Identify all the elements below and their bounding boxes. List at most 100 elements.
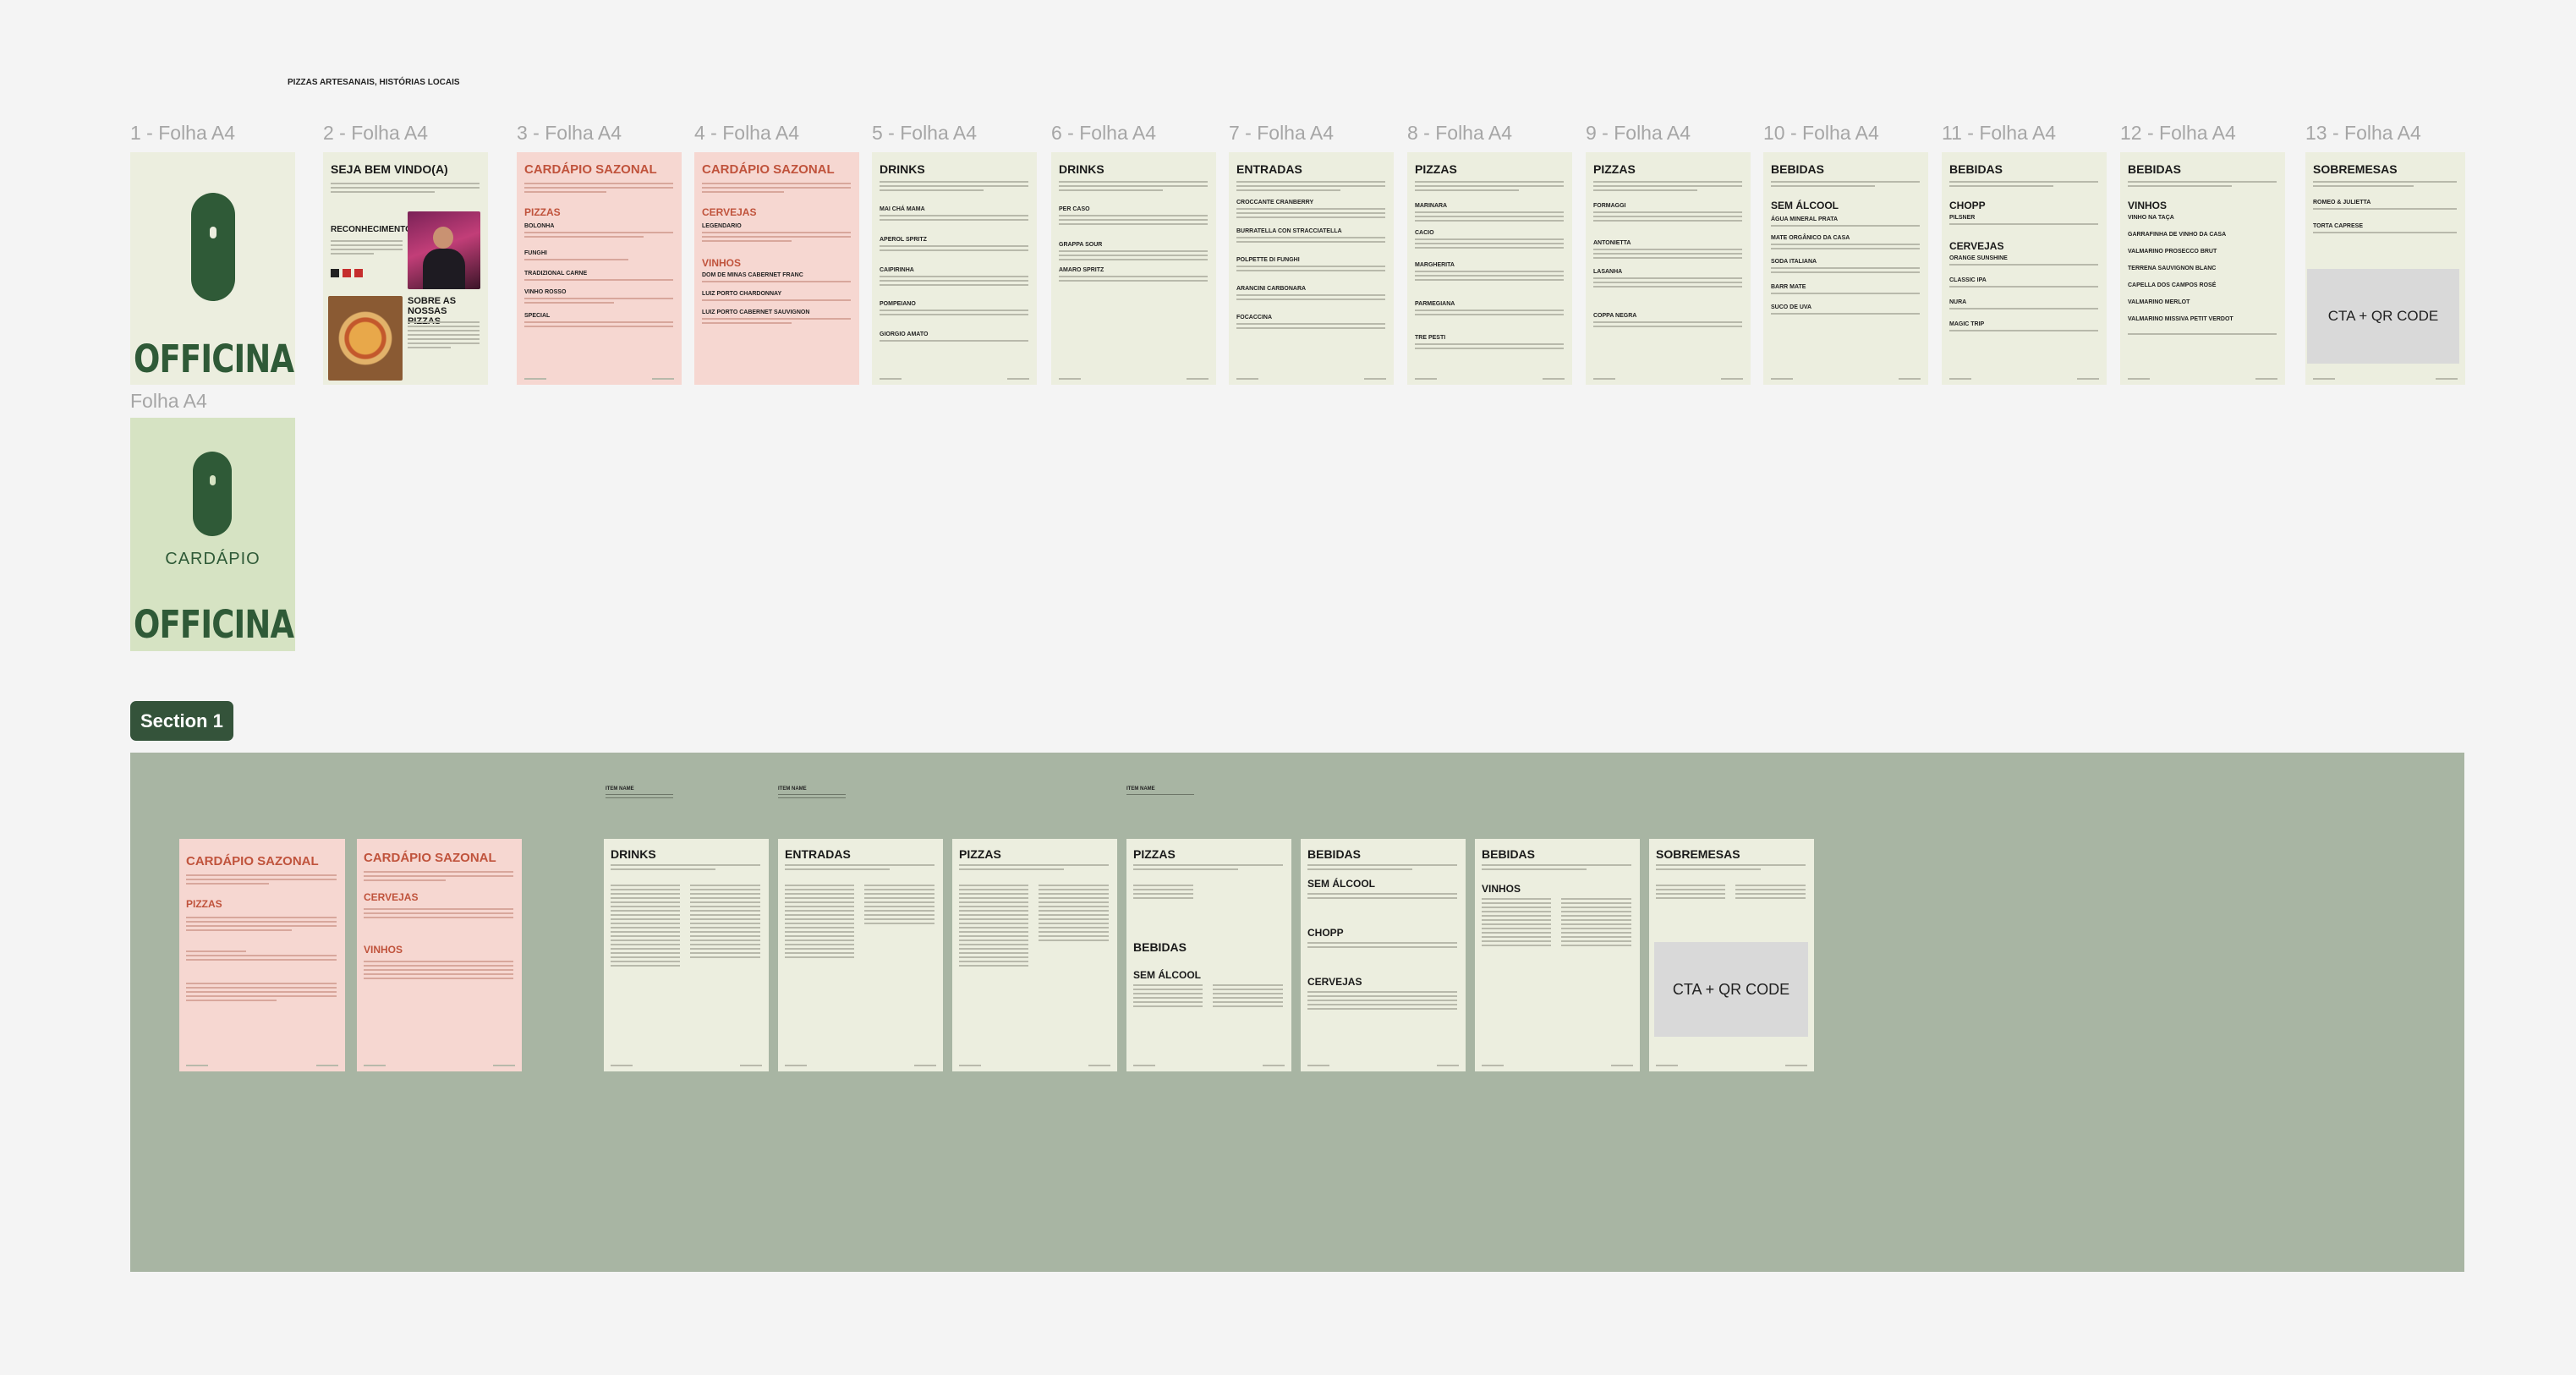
frame-11-beers[interactable]: BEBIDAS CHOPP PILSNER CERVEJAS ORANGE SU…	[1942, 152, 2107, 385]
section-label[interactable]: Section 1	[130, 701, 233, 741]
page-title: PIZZAS	[1415, 162, 1457, 176]
frame-label-9[interactable]: 9 - Folha A4	[1586, 122, 1691, 144]
floating-item-card[interactable]: ITEM NAME	[606, 786, 673, 801]
frame-label-cover[interactable]: Folha A4	[130, 390, 207, 412]
menu-item: AMARO SPRITZ	[1059, 267, 1104, 273]
page-title: CARDÁPIO SAZONAL	[702, 162, 835, 177]
menu-item: CLASSIC IPA	[1949, 277, 1987, 283]
frame-4-seasonal-drinks[interactable]: CARDÁPIO SAZONAL CERVEJAS LEGENDARIO VIN…	[694, 152, 859, 385]
section-heading: CERVEJAS	[702, 206, 757, 218]
frame-10-drinks-nonalcoholic[interactable]: BEBIDAS SEM ÁLCOOL ÁGUA MINERAL PRATA MA…	[1763, 152, 1928, 385]
frame-3-seasonal[interactable]: CARDÁPIO SAZONAL PIZZAS BOLONHA FUNGHI T…	[517, 152, 682, 385]
section-heading: SEM ÁLCOOL	[1133, 969, 1201, 981]
frame-label-6[interactable]: 6 - Folha A4	[1051, 122, 1157, 144]
logo-mark-icon	[193, 452, 232, 536]
section-heading: SEM ÁLCOOL	[1771, 200, 1839, 211]
menu-item: MARGHERITA	[1415, 262, 1455, 268]
section-page-starters[interactable]: ENTRADAS	[778, 839, 943, 1071]
menu-item: MAI CHÁ MAMA	[880, 206, 925, 212]
section-page-beverages[interactable]: BEBIDAS SEM ÁLCOOL CHOPP CERVEJAS	[1301, 839, 1466, 1071]
frame-label-2[interactable]: 2 - Folha A4	[323, 122, 429, 144]
section-page-seasonal-drinks[interactable]: CARDÁPIO SAZONAL CERVEJAS VINHOS	[357, 839, 522, 1071]
page-title: PIZZAS	[1133, 847, 1176, 861]
page-title: ENTRADAS	[785, 847, 851, 861]
section-page-wines[interactable]: BEBIDAS VINHOS	[1475, 839, 1640, 1071]
menu-item: CACIO	[1415, 230, 1434, 236]
logo-notch	[210, 475, 216, 485]
menu-item: SODA ITALIANA	[1771, 259, 1817, 265]
logo-wordmark: OFFICINA	[134, 602, 294, 647]
frame-9-pizzas[interactable]: PIZZAS FORMAGGI ANTONIETTA LASANHA COPPA…	[1586, 152, 1751, 385]
menu-item: NURA	[1949, 299, 1967, 305]
section-page-drinks[interactable]: DRINKS	[604, 839, 769, 1071]
frame-label-10[interactable]: 10 - Folha A4	[1763, 122, 1879, 144]
menu-item: PILSNER	[1949, 215, 1976, 221]
section-page-pizzas[interactable]: PIZZAS	[952, 839, 1117, 1071]
section-page-seasonal-pizzas[interactable]: CARDÁPIO SAZONAL PIZZAS	[179, 839, 345, 1071]
frame-13-desserts[interactable]: SOBREMESAS ROMEO & JULIETTA TORTA CAPRES…	[2305, 152, 2465, 385]
frame-label-1[interactable]: 1 - Folha A4	[130, 122, 236, 144]
frame-label-8[interactable]: 8 - Folha A4	[1407, 122, 1513, 144]
section-page-pizzas-drinks[interactable]: PIZZAS BEBIDAS SEM ÁLCOOL	[1126, 839, 1291, 1071]
frame-label-4[interactable]: 4 - Folha A4	[694, 122, 800, 144]
section-page-desserts[interactable]: SOBREMESAS CTA + QR CODE	[1649, 839, 1814, 1071]
menu-item: POLPETTE DI FUNGHI	[1236, 257, 1300, 263]
floating-item-card[interactable]: ITEM NAME	[778, 786, 846, 801]
menu-item: GARRAFINHA DE VINHO DA CASA	[2128, 232, 2227, 238]
menu-item: VALMARINO PROSECCO BRUT	[2128, 249, 2217, 255]
frame-7-starters[interactable]: ENTRADAS CROCCANTE CRANBERRY BURRATELLA …	[1229, 152, 1394, 385]
frame-label-12[interactable]: 12 - Folha A4	[2120, 122, 2236, 144]
menu-item: ANTONIETTA	[1593, 240, 1631, 246]
menu-item: LEGENDARIO	[702, 223, 742, 229]
frame-6-drinks[interactable]: DRINKS PER CASO GRAPPA SOUR AMARO SPRITZ	[1051, 152, 1216, 385]
frame-cover-cardapio[interactable]: CARDÁPIO OFFICINA	[130, 418, 295, 651]
menu-item: ROMEO & JULIETTA	[2313, 200, 2371, 205]
frame-label-3[interactable]: 3 - Folha A4	[517, 122, 622, 144]
menu-item: PER CASO	[1059, 206, 1090, 212]
frame-5-drinks[interactable]: DRINKS MAI CHÁ MAMA APEROL SPRITZ CAIPIR…	[872, 152, 1037, 385]
page-title: BEBIDAS	[1771, 162, 1825, 176]
section-heading: PIZZAS	[524, 206, 561, 218]
logo-wordmark: OFFICINA	[134, 337, 294, 381]
page-title: BEBIDAS	[1482, 847, 1536, 861]
frame-8-pizzas[interactable]: PIZZAS MARINARA CACIO MARGHERITA PARMEGI…	[1407, 152, 1572, 385]
menu-item: BURRATELLA CON STRACCIATELLA	[1236, 228, 1342, 234]
section-frame[interactable]: ITEM NAME ITEM NAME ITEM NAME CARDÁPIO S…	[130, 753, 2464, 1272]
page-title: DRINKS	[1059, 162, 1104, 176]
menu-item: VALMARINO MISSIVA PETIT VERDOT	[2128, 316, 2233, 322]
menu-item: VINHO ROSSO	[524, 289, 567, 295]
menu-item: TRE PESTI	[1415, 335, 1446, 341]
menu-item: CROCCANTE CRANBERRY	[1236, 200, 1314, 205]
menu-item: VALMARINO MERLOT	[2128, 299, 2190, 305]
page-title: CARDÁPIO SAZONAL	[364, 851, 496, 865]
floating-item-card[interactable]: ITEM NAME	[1126, 786, 1194, 797]
menu-item: COPPA NEGRA	[1593, 313, 1637, 319]
logo-mark-icon	[191, 193, 235, 301]
frame-label-7[interactable]: 7 - Folha A4	[1229, 122, 1335, 144]
frame-12-wines[interactable]: BEBIDAS VINHOS VINHO NA TAÇA GARRAFINHA …	[2120, 152, 2285, 385]
section-heading: RECONHECIMENTO	[331, 225, 412, 234]
qr-code-placeholder: CTA + QR CODE	[2307, 269, 2459, 364]
section-heading: CERVEJAS	[364, 891, 419, 903]
menu-item: MAGIC TRIP	[1949, 321, 1985, 327]
page-title: PIZZAS	[1593, 162, 1636, 176]
page-title: DRINKS	[611, 847, 656, 861]
frame-label-11[interactable]: 11 - Folha A4	[1942, 122, 2057, 144]
menu-item: CAPELLA DOS CAMPOS ROSÉ	[2128, 282, 2217, 288]
logo-notch	[210, 227, 216, 238]
page-title: BEBIDAS	[1307, 847, 1362, 861]
section-heading: VINHOS	[702, 257, 742, 269]
page-title: SOBREMESAS	[1656, 847, 1740, 861]
canvas-caption: PIZZAS ARTESANAIS, HISTÓRIAS LOCAIS	[288, 78, 460, 87]
menu-item: GIORGIO AMATO	[880, 331, 929, 337]
page-title: BEBIDAS	[2128, 162, 2182, 176]
page-title: CARDÁPIO SAZONAL	[524, 162, 657, 177]
frame-label-5[interactable]: 5 - Folha A4	[872, 122, 978, 144]
cover-text: CARDÁPIO	[165, 550, 260, 568]
frame-label-13[interactable]: 13 - Folha A4	[2305, 122, 2421, 144]
menu-item: LUIZ PORTO CHARDONNAY	[702, 291, 782, 297]
chef-photo	[408, 211, 480, 289]
frame-2-welcome[interactable]: SEJA BEM VINDO(A) RECONHECIMENTO SOBRE A…	[323, 152, 488, 385]
frame-1-cover[interactable]: OFFICINA	[130, 152, 295, 385]
menu-item: LASANHA	[1593, 269, 1623, 275]
